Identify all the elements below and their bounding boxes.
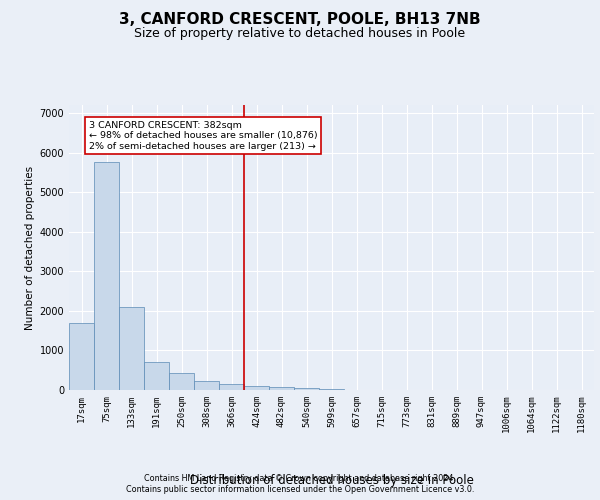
Text: Contains public sector information licensed under the Open Government Licence v3: Contains public sector information licen… xyxy=(126,485,474,494)
Bar xyxy=(294,388,319,390)
Text: 3, CANFORD CRESCENT, POOLE, BH13 7NB: 3, CANFORD CRESCENT, POOLE, BH13 7NB xyxy=(119,12,481,28)
Bar xyxy=(94,162,119,390)
Text: 3 CANFORD CRESCENT: 382sqm
← 98% of detached houses are smaller (10,876)
2% of s: 3 CANFORD CRESCENT: 382sqm ← 98% of deta… xyxy=(89,121,317,150)
Bar xyxy=(219,384,244,390)
Bar xyxy=(69,322,94,390)
Bar xyxy=(319,389,344,390)
Bar xyxy=(244,386,269,390)
Bar xyxy=(194,382,219,390)
Bar xyxy=(144,362,169,390)
Text: Size of property relative to detached houses in Poole: Size of property relative to detached ho… xyxy=(134,28,466,40)
Bar xyxy=(169,373,194,390)
Text: Contains HM Land Registry data © Crown copyright and database right 2024.: Contains HM Land Registry data © Crown c… xyxy=(144,474,456,483)
Bar xyxy=(269,387,294,390)
X-axis label: Distribution of detached houses by size in Poole: Distribution of detached houses by size … xyxy=(190,474,473,487)
Y-axis label: Number of detached properties: Number of detached properties xyxy=(25,166,35,330)
Bar xyxy=(119,307,144,390)
